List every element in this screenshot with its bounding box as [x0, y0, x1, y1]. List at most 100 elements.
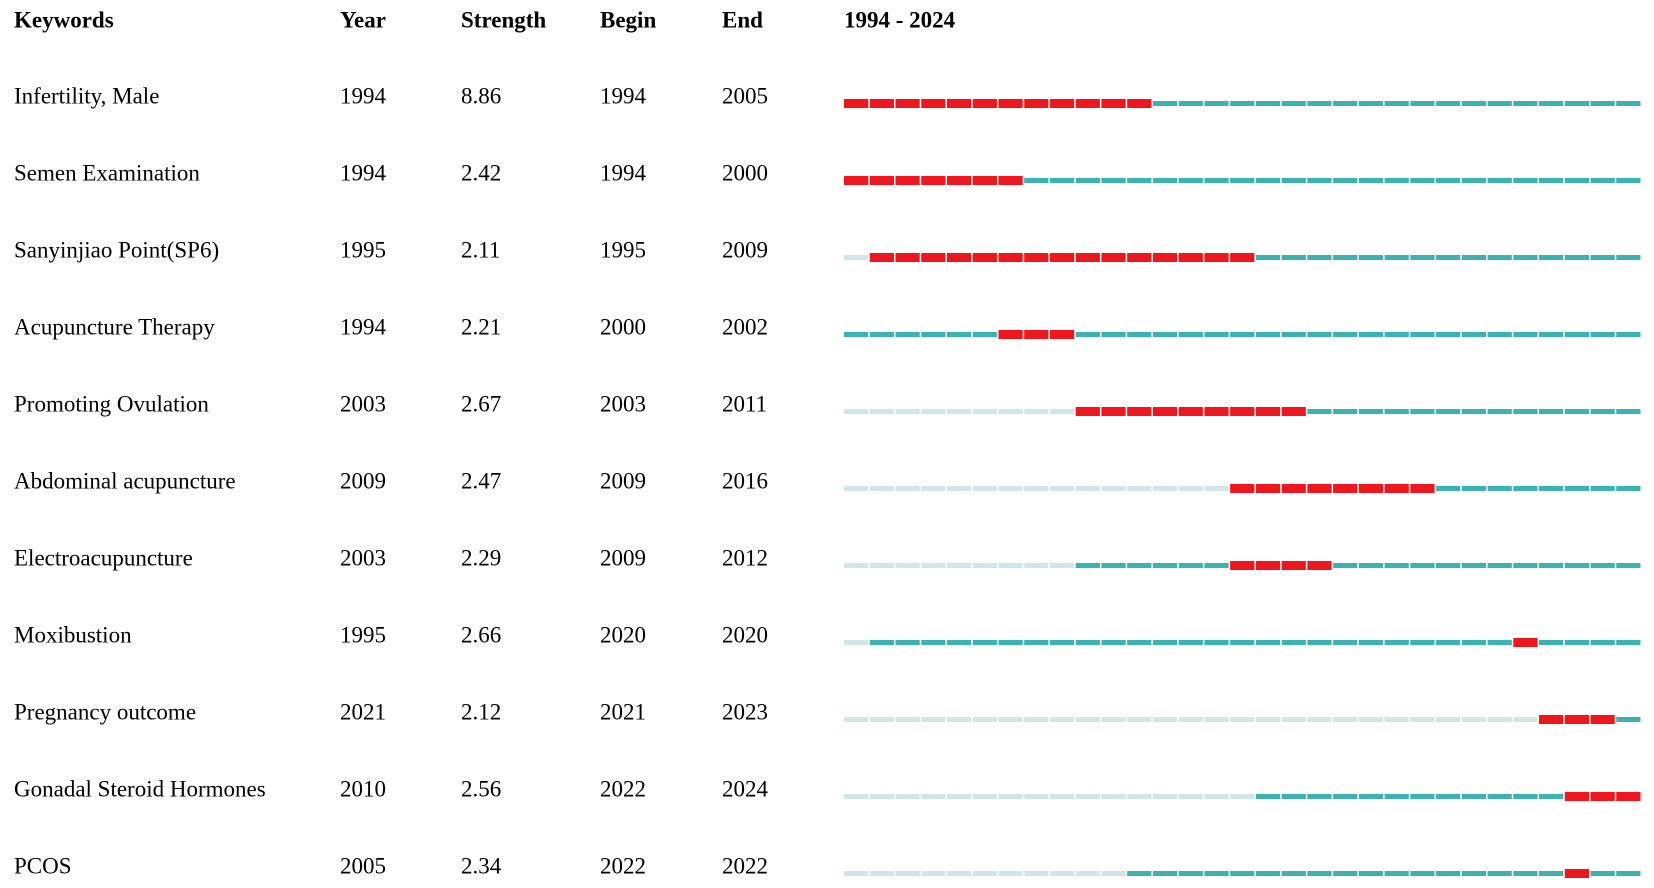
- active-segment: [1616, 101, 1641, 106]
- burst-segment: [1333, 484, 1358, 493]
- active-segment: [1384, 871, 1409, 876]
- header-year: Year: [340, 7, 386, 32]
- inactive-segment: [1075, 794, 1100, 799]
- active-segment: [1410, 101, 1435, 106]
- cell-year: 1994: [340, 83, 387, 108]
- inactive-segment: [869, 794, 894, 799]
- active-segment: [1384, 794, 1409, 799]
- active-segment: [1384, 563, 1409, 568]
- active-segment: [1461, 409, 1487, 414]
- inactive-segment: [921, 717, 946, 722]
- burst-segment: [1204, 407, 1229, 416]
- inactive-segment: [895, 794, 920, 799]
- burst-segment: [946, 176, 972, 185]
- burst-segment: [972, 253, 997, 262]
- active-segment: [1461, 178, 1487, 183]
- inactive-segment: [895, 563, 920, 568]
- active-segment: [998, 640, 1023, 645]
- active-segment: [946, 332, 972, 337]
- cell-begin: 2022: [600, 853, 646, 878]
- active-segment: [1461, 794, 1487, 799]
- active-segment: [1075, 563, 1100, 568]
- active-segment: [1436, 871, 1461, 876]
- burst-segment: [1384, 484, 1409, 493]
- active-segment: [1436, 255, 1461, 260]
- inactive-segment: [1024, 563, 1049, 568]
- burst-segment: [1152, 407, 1178, 416]
- active-segment: [1513, 794, 1538, 799]
- inactive-segment: [1204, 486, 1229, 491]
- cell-strength: 2.29: [461, 545, 501, 570]
- active-segment: [1255, 640, 1281, 645]
- burst-segment: [1024, 99, 1049, 108]
- inactive-segment: [972, 409, 997, 414]
- inactive-segment: [921, 871, 946, 876]
- active-segment: [1487, 332, 1512, 337]
- inactive-segment: [1333, 717, 1358, 722]
- inactive-segment: [946, 409, 972, 414]
- active-segment: [1281, 794, 1306, 799]
- active-segment: [1204, 871, 1229, 876]
- active-segment: [1616, 332, 1641, 337]
- active-segment: [921, 332, 946, 337]
- active-segment: [972, 640, 997, 645]
- cell-end: 2002: [722, 314, 768, 339]
- inactive-segment: [1307, 717, 1332, 722]
- inactive-segment: [1152, 486, 1178, 491]
- cell-keyword: Moxibustion: [14, 622, 132, 647]
- active-segment: [1255, 794, 1281, 799]
- inactive-segment: [1487, 717, 1512, 722]
- inactive-segment: [921, 794, 946, 799]
- burst-segment: [1410, 484, 1435, 493]
- cell-keyword: Pregnancy outcome: [14, 699, 196, 724]
- inactive-segment: [844, 486, 869, 491]
- burst-segment: [1616, 792, 1641, 801]
- burst-segment: [1049, 253, 1075, 262]
- inactive-segment: [921, 486, 946, 491]
- active-segment: [1436, 409, 1461, 414]
- burst-segment: [1564, 869, 1590, 878]
- burst-segment: [1255, 561, 1281, 570]
- active-segment: [1410, 794, 1435, 799]
- cell-strength: 2.34: [461, 853, 502, 878]
- active-segment: [1152, 101, 1178, 106]
- active-segment: [1487, 563, 1512, 568]
- active-segment: [1333, 640, 1358, 645]
- cell-begin: 1994: [600, 83, 647, 108]
- active-segment: [1127, 640, 1152, 645]
- inactive-segment: [972, 563, 997, 568]
- inactive-segment: [869, 563, 894, 568]
- inactive-segment: [998, 409, 1023, 414]
- inactive-segment: [1127, 717, 1152, 722]
- cell-end: 2016: [722, 468, 768, 493]
- active-segment: [921, 640, 946, 645]
- burst-segment: [921, 176, 946, 185]
- inactive-segment: [1024, 717, 1049, 722]
- inactive-segment: [895, 409, 920, 414]
- inactive-segment: [1049, 794, 1075, 799]
- active-segment: [1513, 563, 1538, 568]
- cell-year: 1994: [340, 160, 387, 185]
- burst-segment: [1075, 407, 1100, 416]
- cell-strength: 2.47: [461, 468, 501, 493]
- burst-segment: [998, 330, 1023, 339]
- inactive-segment: [844, 409, 869, 414]
- inactive-segment: [895, 486, 920, 491]
- inactive-segment: [946, 794, 972, 799]
- inactive-segment: [998, 717, 1023, 722]
- cell-keyword: Sanyinjiao Point(SP6): [14, 237, 219, 262]
- active-segment: [1436, 101, 1461, 106]
- active-segment: [1564, 563, 1590, 568]
- active-segment: [895, 332, 920, 337]
- inactive-segment: [1461, 717, 1487, 722]
- active-segment: [1333, 101, 1358, 106]
- inactive-segment: [946, 563, 972, 568]
- inactive-segment: [946, 717, 972, 722]
- active-segment: [1255, 178, 1281, 183]
- burst-segment: [1101, 99, 1126, 108]
- inactive-segment: [1384, 717, 1409, 722]
- burst-segment: [869, 99, 894, 108]
- cell-end: 2000: [722, 160, 768, 185]
- active-segment: [1616, 255, 1641, 260]
- active-segment: [1513, 409, 1538, 414]
